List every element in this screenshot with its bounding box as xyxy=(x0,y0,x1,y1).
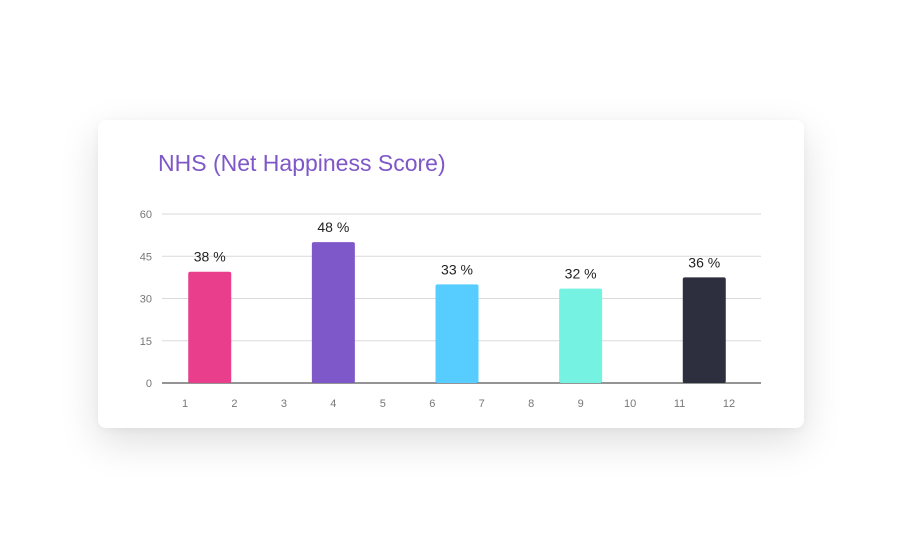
x-tick-label: 10 xyxy=(624,398,636,410)
chart-card: NHS (Net Happiness Score) 0 15 30 45 60 38 %… xyxy=(98,120,804,428)
x-tick-label: 5 xyxy=(380,398,386,410)
x-tick-label: 7 xyxy=(479,398,485,410)
bar xyxy=(559,288,603,383)
bar-labels: 38 % 48 % 33 % 32 % 36 % xyxy=(194,219,720,281)
bar-value-label: 48 % xyxy=(317,219,349,235)
y-tick-label: 45 xyxy=(140,251,152,263)
bar xyxy=(311,242,355,383)
chart-title: NHS (Net Happiness Score) xyxy=(158,150,446,176)
bars xyxy=(188,242,726,383)
x-tick-label: 2 xyxy=(231,398,237,410)
x-tick-label: 11 xyxy=(674,398,685,410)
y-tick-label: 0 xyxy=(146,378,152,390)
bar-value-label: 32 % xyxy=(565,266,597,282)
bar xyxy=(435,284,479,383)
x-tick-label: 3 xyxy=(281,398,287,410)
bar xyxy=(682,277,726,383)
x-tick-label: 9 xyxy=(578,398,584,410)
bar-value-label: 33 % xyxy=(441,261,473,277)
x-axis-ticks: 1 2 3 4 5 6 7 8 9 10 11 12 xyxy=(182,398,735,410)
bar-value-label: 38 % xyxy=(194,249,226,265)
y-tick-label: 30 xyxy=(140,294,152,306)
bar xyxy=(188,271,232,383)
y-tick-label: 15 xyxy=(140,336,152,348)
x-tick-label: 6 xyxy=(429,398,435,410)
x-tick-label: 8 xyxy=(528,398,534,410)
y-tick-label: 60 xyxy=(140,209,152,221)
x-tick-label: 1 xyxy=(182,398,188,410)
x-tick-label: 4 xyxy=(330,398,336,410)
bar-value-label: 36 % xyxy=(688,254,720,270)
x-tick-label: 12 xyxy=(723,398,735,410)
y-axis-ticks: 0 15 30 45 60 xyxy=(140,209,152,390)
